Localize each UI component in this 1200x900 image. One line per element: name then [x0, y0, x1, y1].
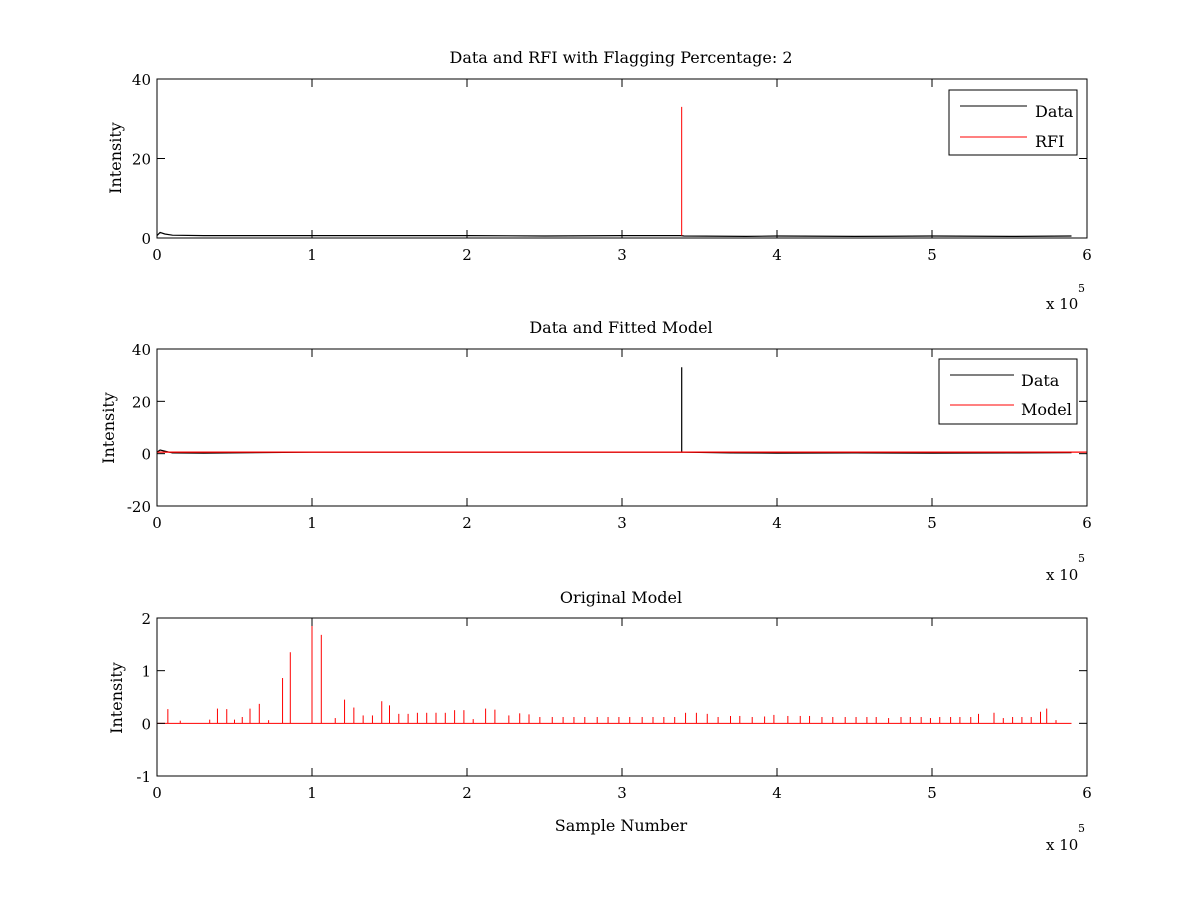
panel-1-xtick-label-6: 6: [1082, 246, 1092, 264]
panel-2-legend-label-model: Model: [1021, 400, 1072, 419]
panel-1-xtick-label-1: 1: [307, 246, 317, 264]
panel-1-xtick-label-5: 5: [927, 246, 937, 264]
panel-1-ytick-label-2: 40: [132, 71, 151, 89]
panel-2-ytick-label-0: -20: [127, 498, 151, 516]
panel-3-ytick-label-1: 0: [141, 715, 151, 733]
panel-1-series-data-line: [156, 231, 1072, 238]
panel-2-xtick-label-5: 5: [927, 514, 937, 532]
panel-2-legend: Data Model: [938, 358, 1078, 425]
panel-2-x-multiplier: x 10: [1046, 566, 1078, 584]
panel-2-x-exponent: 5: [1078, 552, 1085, 565]
panel-1-plot: 0 1 2 3 4 5 6 0 20 40: [132, 71, 1092, 264]
panel-2-legend-label-data: Data: [1021, 371, 1060, 390]
panel-1-legend: Data RFI: [948, 89, 1078, 156]
panel-3-xtick-label-2: 2: [462, 784, 472, 802]
panel-2-series-data-line: [156, 367, 1072, 454]
panel-1-legend-box: [948, 89, 1078, 156]
panel-1-legend-label-data: Data: [1035, 102, 1074, 121]
panel-3-xtick-label-3: 3: [617, 784, 627, 802]
panel-1-xtick-label-0: 0: [152, 246, 162, 264]
panel-1-ytick-label-0: 0: [141, 230, 151, 248]
panel-2-xtick-label-0: 0: [152, 514, 162, 532]
panel-1-x-exponent: 5: [1078, 282, 1085, 295]
panel-2-title: Data and Fitted Model: [529, 318, 712, 337]
panel-3-title: Original Model: [560, 588, 682, 607]
panel-1-xtick-label-2: 2: [462, 246, 472, 264]
panel-2-xtick-label-1: 1: [307, 514, 317, 532]
panel-1-ytick-label-1: 20: [132, 151, 151, 169]
panel-1-title: Data and RFI with Flagging Percentage: 2: [449, 48, 792, 67]
panel-1-legend-label-rfi: RFI: [1035, 132, 1064, 151]
panel-3-xtick-label-1: 1: [307, 784, 317, 802]
panel-3-ylabel: Intensity: [107, 662, 126, 734]
panel-1-xtick-label-4: 4: [772, 246, 782, 264]
panel-1-ylabel: Intensity: [106, 122, 125, 194]
panel-2-ytick-label-1: 0: [141, 446, 151, 464]
panel-2-xtick-label-2: 2: [462, 514, 472, 532]
panel-3-xtick-label-5: 5: [927, 784, 937, 802]
panel-3-ytick-label-2: 1: [141, 663, 151, 681]
panel-2-xtick-label-6: 6: [1082, 514, 1092, 532]
panel-2-ylabel: Intensity: [99, 392, 118, 464]
panel-3-ytick-label-0: -1: [136, 768, 151, 786]
panel-2-ytick-label-3: 40: [132, 341, 151, 359]
panel-2: Data and Fitted Model Intensity 0 1 2 3 4 5 6 -…: [99, 318, 1092, 584]
panel-2-legend-box: [938, 358, 1078, 425]
panel-3-xtick-label-0: 0: [152, 784, 162, 802]
panel-1-x-multiplier: x 10: [1046, 295, 1078, 313]
panel-3-x-multiplier: x 10: [1046, 836, 1078, 854]
panel-3-xtick-label-6: 6: [1082, 784, 1092, 802]
panel-1-xtick-label-3: 3: [617, 246, 627, 264]
panel-3-ytick-label-3: 2: [141, 610, 151, 628]
panel-1: Data and RFI with Flagging Percentage: 2…: [106, 48, 1092, 313]
panel-3-x-exponent: 5: [1078, 822, 1085, 835]
panel-3-xlabel: Sample Number: [555, 816, 688, 835]
panel-2-ytick-label-2: 20: [132, 393, 151, 411]
panel-2-xtick-label-4: 4: [772, 514, 782, 532]
panel-3-xtick-label-4: 4: [772, 784, 782, 802]
panel-2-xtick-label-3: 3: [617, 514, 627, 532]
